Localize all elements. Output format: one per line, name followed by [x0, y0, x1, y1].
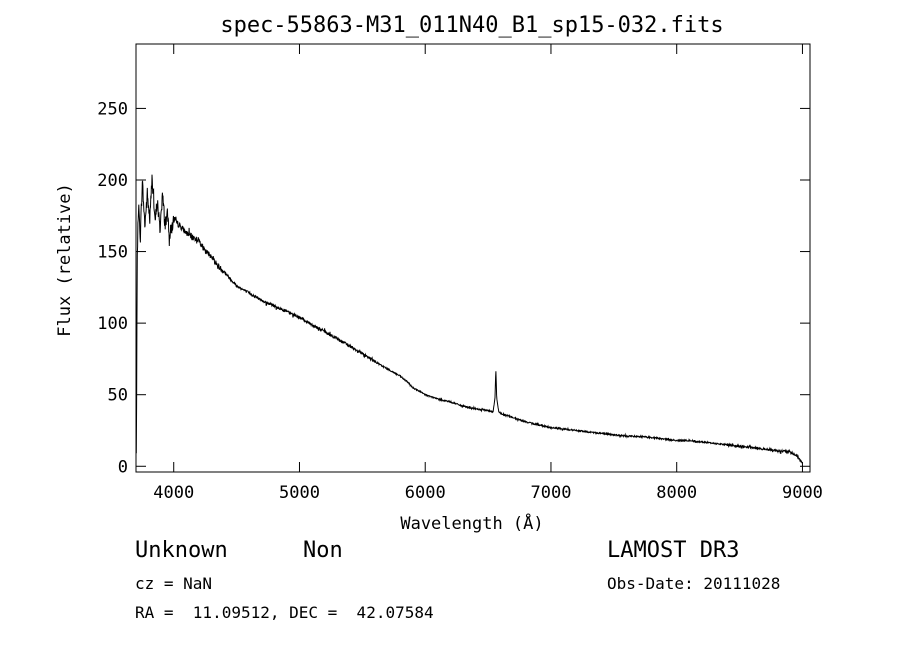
y-tick-label: 250 [97, 99, 128, 119]
y-tick-label: 100 [97, 314, 128, 334]
survey-name: LAMOST DR3 [607, 538, 740, 563]
y-tick-label: 150 [97, 243, 128, 263]
chart-title: spec-55863-M31_011N40_B1_sp15-032.fits [220, 13, 723, 38]
x-tick-label: 7000 [530, 483, 571, 503]
x-tick-label: 5000 [279, 483, 320, 503]
object-class: Unknown [135, 538, 228, 563]
x-tick-label: 6000 [405, 483, 446, 503]
x-tick-label: 8000 [656, 483, 697, 503]
x-axis: 4000 5000 6000 7000 8000 9000 [153, 44, 823, 503]
x-tick-label: 9000 [782, 483, 823, 503]
spectrum-line [135, 174, 803, 464]
y-tick-label: 200 [97, 171, 128, 191]
x-tick-label: 4000 [153, 483, 194, 503]
y-axis-label: Flux (relative) [55, 183, 75, 337]
y-tick-label: 50 [108, 386, 128, 406]
y-tick-label: 0 [118, 457, 128, 477]
observation-date: Obs-Date: 20111028 [607, 574, 781, 593]
y-axis: 0 50 100 150 200 250 [97, 99, 810, 477]
object-subclass: Non [303, 538, 343, 563]
redshift-cz: cz = NaN [135, 574, 213, 593]
ra-dec-coordinates: RA = 11.09512, DEC = 42.07584 [135, 603, 434, 622]
x-axis-label: Wavelength (Å) [400, 512, 543, 534]
plot-frame [135, 43, 811, 473]
